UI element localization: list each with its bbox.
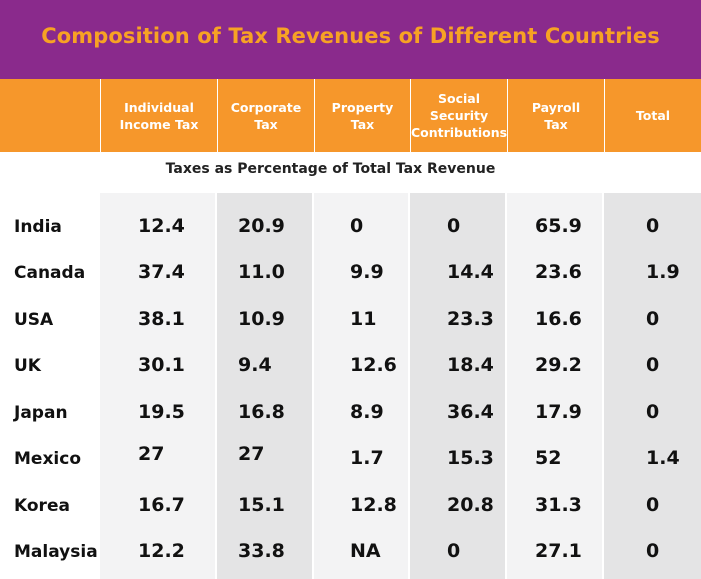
table-cell: 30.1 (138, 354, 185, 376)
table-cell: 16.6 (535, 308, 582, 330)
country-label: India (14, 217, 62, 237)
table-cell: 0 (447, 215, 461, 237)
column-header-label: Corporate Tax (230, 99, 302, 132)
chart-subtitle: Taxes as Percentage of Total Tax Revenue (165, 161, 496, 177)
table-cell: 17.9 (535, 401, 582, 423)
country-label: USA (14, 310, 54, 330)
column-shade (410, 193, 505, 579)
table-cell: 1.7 (350, 447, 384, 469)
column-shade (314, 193, 408, 579)
table-cell: 14.4 (447, 261, 494, 283)
column-shade (217, 193, 312, 579)
table-cell: 9.9 (350, 261, 384, 283)
table-cell: 0 (646, 540, 660, 562)
table-cell: 23.6 (535, 261, 582, 283)
country-label: Japan (14, 403, 68, 423)
column-header-label: Social Security Contributions (410, 91, 508, 140)
column-header-4: Payroll Tax (507, 79, 604, 152)
table-cell: 16.7 (138, 494, 185, 516)
table-cell: 37.4 (138, 261, 185, 283)
table-cell: 0 (646, 494, 660, 516)
table-cell: 12.2 (138, 540, 185, 562)
column-shade (100, 193, 215, 579)
table-cell: 15.3 (447, 447, 494, 469)
table-cell: 65.9 (535, 215, 582, 237)
table-cell: 0 (350, 215, 364, 237)
table-cell: 20.9 (238, 215, 285, 237)
country-label: Malaysia (14, 542, 98, 562)
table-cell: 20.8 (447, 494, 494, 516)
table-cell: 10.9 (238, 308, 285, 330)
table-cell: 38.1 (138, 308, 185, 330)
column-header-label: Individual Income Tax (119, 99, 199, 132)
column-header-2: Property Tax (314, 79, 410, 152)
country-label: UK (14, 356, 41, 376)
table-cell: 8.9 (350, 401, 384, 423)
table-cell: 15.1 (238, 494, 285, 516)
table-cell: 12.8 (350, 494, 397, 516)
table-cell: 0 (646, 354, 660, 376)
header-row: Individual Income Tax Corporate Tax Proper… (0, 79, 701, 152)
table-cell: 36.4 (447, 401, 494, 423)
table-cell: 31.3 (535, 494, 582, 516)
column-header-label: Payroll Tax (531, 99, 581, 132)
country-label: Canada (14, 263, 86, 283)
table-cell: 11.0 (238, 261, 285, 283)
table-cell: 11 (350, 308, 377, 330)
table-cell: 29.2 (535, 354, 582, 376)
table-cell: 9.4 (238, 354, 272, 376)
country-label: Mexico (14, 449, 81, 469)
table-cell: 0 (646, 401, 660, 423)
table-cell: 0 (447, 540, 461, 562)
column-shade (604, 193, 701, 579)
column-header-3: Social Security Contributions (410, 79, 507, 152)
table-cell: 12.6 (350, 354, 397, 376)
table-cell: NA (350, 540, 381, 562)
table-cell: 52 (535, 447, 562, 469)
chart-title: Composition of Tax Revenues of Different… (41, 23, 660, 48)
table-cell: 1.4 (646, 447, 680, 469)
table-cell: 33.8 (238, 540, 285, 562)
column-shade (507, 193, 602, 579)
table-cell: 16.8 (238, 401, 285, 423)
title-bar: Composition of Tax Revenues of Different… (0, 0, 701, 79)
table-cell: 18.4 (447, 354, 494, 376)
table-cell: 23.3 (447, 308, 494, 330)
table-cell: 27 (238, 443, 265, 465)
table-cell: 27.1 (535, 540, 582, 562)
table-cell: 19.5 (138, 401, 185, 423)
table-cell: 27 (138, 443, 165, 465)
table-cell: 0 (646, 215, 660, 237)
table-cell: 12.4 (138, 215, 185, 237)
column-header-1: Corporate Tax (217, 79, 314, 152)
column-header-label: Total (635, 108, 671, 123)
table-cell: 1.9 (646, 261, 680, 283)
table-cell: 0 (646, 308, 660, 330)
column-header-label: Property Tax (331, 99, 394, 132)
column-header-0: Individual Income Tax (100, 79, 217, 152)
country-label: Korea (14, 496, 70, 516)
column-header-5: Total (604, 79, 701, 152)
